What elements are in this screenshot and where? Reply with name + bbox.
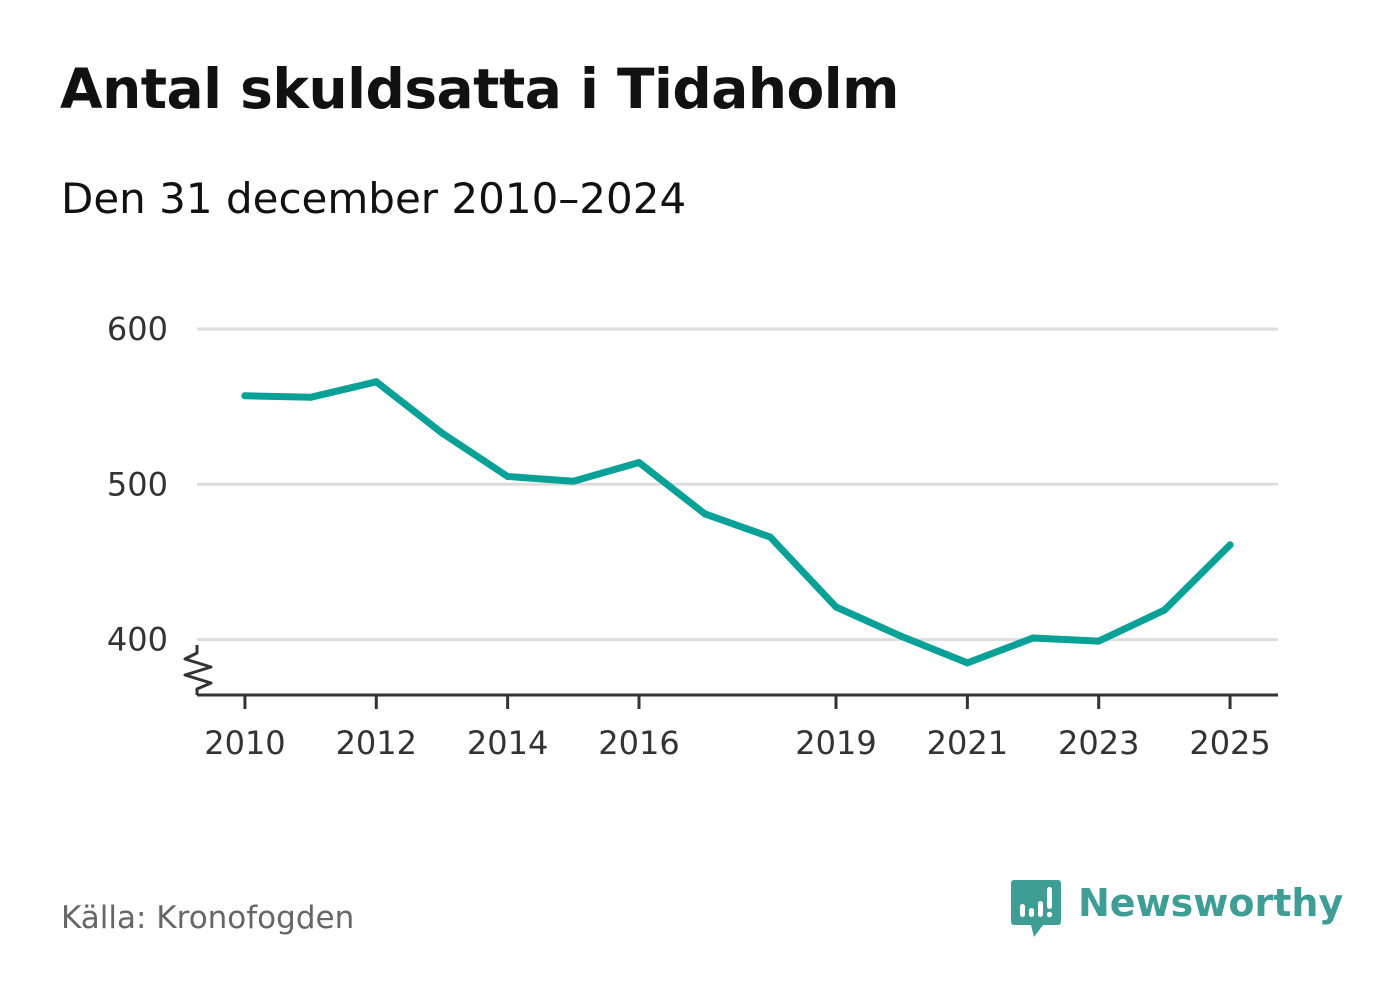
data-point-2022 bbox=[1029, 634, 1037, 642]
data-point-2011 bbox=[307, 393, 315, 401]
brand-logo: Newsworthy bbox=[1010, 878, 1343, 942]
data-point-2024 bbox=[1160, 606, 1168, 614]
data-point-2019 bbox=[832, 603, 840, 611]
source-note: Källa: Kronofogden bbox=[61, 900, 355, 936]
data-point-2014 bbox=[504, 473, 512, 481]
y-tick-label-400: 400 bbox=[107, 621, 168, 659]
x-tick-label-2021: 2021 bbox=[927, 724, 1008, 762]
x-tick-label-2012: 2012 bbox=[336, 724, 417, 762]
x-tick-label-2025: 2025 bbox=[1189, 724, 1270, 762]
data-point-2013 bbox=[438, 429, 446, 437]
chart-subtitle: Den 31 december 2010–2024 bbox=[61, 174, 687, 223]
data-point-2020 bbox=[898, 632, 906, 640]
x-tick-label-2014: 2014 bbox=[467, 724, 548, 762]
data-point-2018 bbox=[766, 533, 774, 541]
newsworthy-logo-icon bbox=[1011, 880, 1061, 937]
data-point-2012 bbox=[372, 378, 380, 386]
data-point-2015 bbox=[569, 477, 577, 485]
chart-title: Antal skuldsatta i Tidaholm bbox=[60, 57, 899, 121]
x-tick-label-2023: 2023 bbox=[1058, 724, 1139, 762]
series-line-0 bbox=[241, 378, 1234, 667]
data-point-2025 bbox=[1226, 541, 1234, 549]
brand-name: Newsworthy bbox=[1078, 881, 1344, 925]
data-point-2017 bbox=[701, 510, 709, 518]
data-point-2016 bbox=[635, 459, 643, 467]
y-tick-label-500: 500 bbox=[107, 465, 168, 503]
data-point-2021 bbox=[963, 659, 971, 667]
x-tick-label-2019: 2019 bbox=[795, 724, 876, 762]
data-point-2010 bbox=[241, 392, 249, 400]
y-tick-label-600: 600 bbox=[107, 310, 168, 348]
x-tick-label-2016: 2016 bbox=[598, 724, 679, 762]
axis-break-marker bbox=[183, 645, 213, 695]
x-tick-label-2010: 2010 bbox=[204, 724, 285, 762]
data-point-2023 bbox=[1095, 637, 1103, 645]
